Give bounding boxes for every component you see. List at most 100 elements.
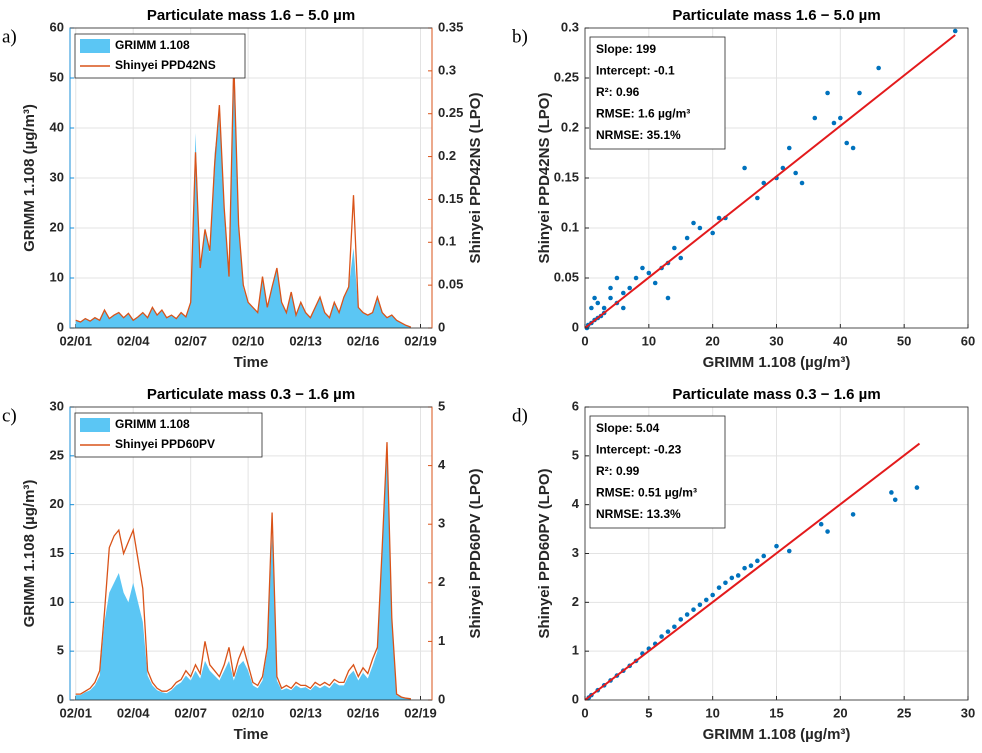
point [697, 602, 703, 608]
y-tick-label: 0.15 [554, 169, 579, 184]
y-tick-label: 25 [50, 447, 64, 462]
y-tick-label: 6 [572, 398, 579, 413]
x-tick-label: 02/10 [232, 333, 265, 348]
x-tick-label: 20 [705, 333, 719, 348]
point [691, 220, 696, 226]
stats-text: Intercept: -0.1 [596, 64, 675, 78]
y2-tick-label: 0.35 [438, 19, 463, 34]
line [75, 62, 412, 328]
x-tick-label: 02/13 [289, 333, 322, 348]
point [665, 629, 671, 634]
panel-label: d) [512, 405, 528, 426]
stats-text: Slope: 199 [596, 42, 656, 56]
legend-label: Shinyei PPD60PV [115, 437, 215, 451]
point [678, 617, 684, 622]
x-tick-label: 02/16 [347, 333, 380, 348]
y-tick-label: 10 [50, 594, 64, 609]
y-axis-label: GRIMM 1.108 (µg/m³) [21, 480, 38, 628]
x-tick-label: 30 [961, 705, 975, 720]
y-axis-label: GRIMM 1.108 (µg/m³) [21, 104, 38, 252]
point [850, 145, 856, 151]
point [691, 607, 696, 612]
axes-frame [584, 406, 969, 701]
point [844, 140, 850, 146]
y-axis-label: Shinyei PPD60PV (LPO) [536, 468, 553, 638]
panel-label: b) [512, 26, 528, 47]
point [825, 90, 830, 96]
y2-tick-label: 0.2 [438, 148, 456, 163]
panel: 0 5 10 15 20 25 30 0 1 2 3 4 5 6 Slope: 5.04 Intercept:… [512, 386, 975, 743]
point [755, 195, 760, 201]
y-tick-label: 0 [572, 691, 579, 706]
y-tick-label: 0 [572, 319, 579, 334]
x-tick-label: 02/10 [232, 705, 265, 720]
point [589, 305, 594, 311]
panel-label: c) [2, 405, 17, 426]
point [601, 305, 607, 311]
stats-box [589, 36, 726, 150]
point [608, 295, 613, 301]
point [786, 145, 792, 151]
legend-swatch [80, 39, 110, 53]
y-tick-label: 3 [572, 545, 579, 560]
x-tick-label: 02/13 [289, 705, 322, 720]
x-tick-label: 02/16 [347, 705, 380, 720]
y-tick-label: 0.25 [554, 69, 579, 84]
y-tick-label: 0 [57, 319, 64, 334]
point [755, 558, 760, 564]
x-tick-label: 02/04 [117, 333, 150, 348]
y-tick-label: 10 [50, 269, 64, 284]
y-tick-label: 5 [572, 447, 579, 462]
x-tick-label: 30 [769, 333, 783, 348]
y2-tick-label: 4 [438, 457, 446, 472]
point [742, 165, 747, 171]
point [892, 497, 898, 503]
point [621, 290, 626, 296]
point [876, 65, 881, 71]
fit-line [584, 442, 921, 701]
x-tick-label: 20 [833, 705, 847, 720]
point [627, 285, 632, 291]
x-axis-label: GRIMM 1.108 (µg/m³) [703, 354, 851, 371]
y-axis-label: Shinyei PPD42NS (LPO) [536, 93, 553, 264]
y2-tick-label: 2 [438, 574, 445, 589]
y-tick-label: 30 [50, 398, 64, 413]
point [652, 280, 658, 286]
chart-title: Particulate mass 1.6 − 5.0 µm [672, 7, 880, 24]
point [742, 565, 747, 571]
point [793, 170, 798, 176]
panel: 02/01 02/04 02/07 02/10 02/13 02/16 02/1905101… [2, 386, 484, 743]
panel: 02/01 02/04 02/07 02/10 02/13 02/16 02/1901020… [2, 7, 484, 371]
y2-tick-label: 0.25 [438, 105, 463, 120]
stats-box [589, 415, 726, 529]
x-tick-label: 60 [961, 333, 975, 348]
y-tick-label: 0.2 [561, 119, 579, 134]
y-tick-label: 40 [50, 119, 64, 134]
point [710, 230, 715, 236]
x-tick-label: 02/01 [59, 333, 92, 348]
x-tick-label: 0 [581, 705, 588, 720]
legend-label: GRIMM 1.108 [115, 417, 190, 431]
stats-text: NRMSE: 13.3% [596, 507, 681, 521]
point [838, 115, 843, 121]
point [614, 275, 620, 281]
point [761, 553, 767, 559]
x-tick-label: 02/19 [404, 333, 437, 348]
point [748, 563, 754, 569]
point [703, 597, 709, 603]
point [640, 265, 645, 271]
point [825, 529, 830, 534]
y-tick-label: 0.3 [561, 19, 579, 34]
point [812, 115, 818, 121]
area [75, 446, 411, 700]
y2-tick-label: 0 [438, 691, 445, 706]
x-tick-label: 40 [833, 333, 847, 348]
point [857, 90, 862, 96]
point [729, 575, 735, 581]
x-tick-label: 02/07 [174, 705, 207, 720]
y2-tick-label: 5 [438, 398, 445, 413]
point [818, 521, 824, 527]
point [672, 624, 677, 630]
stats-text: Slope: 5.04 [596, 421, 660, 435]
